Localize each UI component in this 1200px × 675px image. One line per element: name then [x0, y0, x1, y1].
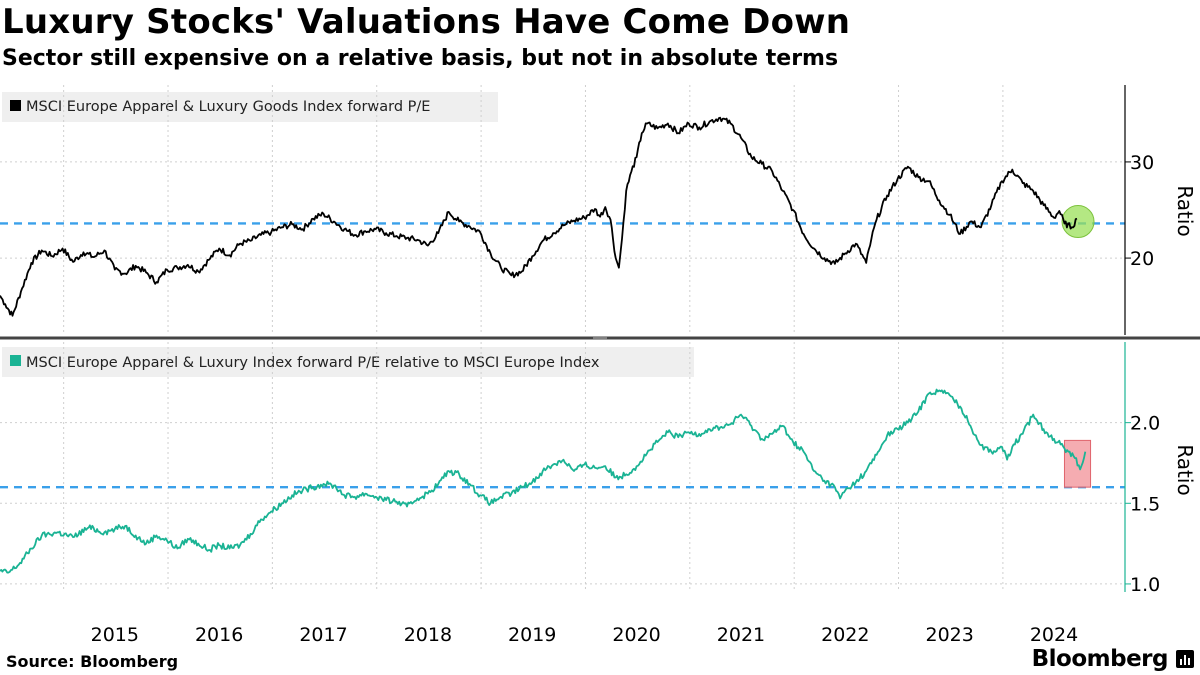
chart-bars-icon — [1176, 650, 1194, 668]
x-tick-label: 2020 — [612, 624, 660, 645]
y-tick-label: 20 — [1130, 248, 1154, 270]
y-axis-title-bottom: Ratio — [1173, 444, 1197, 495]
legend-top-label: MSCI Europe Apparel & Luxury Goods Index… — [26, 99, 430, 115]
x-tick-label: 2021 — [717, 624, 765, 645]
x-tick-label: 2017 — [299, 624, 347, 645]
source-note: Source: Bloomberg — [6, 652, 179, 671]
x-tick-label: 2023 — [925, 624, 973, 645]
legend-bottom-bg — [2, 347, 694, 377]
chart-title: Luxury Stocks' Valuations Have Come Down — [2, 2, 851, 42]
chart-area: MSCI Europe Apparel & Luxury Goods Index… — [0, 85, 1200, 645]
highlight-circle — [1061, 205, 1095, 239]
legend-top-swatch — [10, 100, 21, 111]
legend-bottom-swatch — [10, 355, 21, 366]
x-tick-label: 2022 — [821, 624, 869, 645]
legend-top-bg — [2, 92, 498, 122]
series-line — [0, 388, 1087, 574]
y-tick-label: 1.0 — [1130, 574, 1160, 596]
bloomberg-logo: Bloomberg — [1031, 646, 1169, 672]
x-tick-label: 2024 — [1030, 624, 1078, 645]
y-tick-label: 1.5 — [1130, 493, 1160, 515]
y-tick-label: 30 — [1130, 152, 1154, 174]
x-tick-label: 2018 — [404, 624, 452, 645]
legend-bottom-label: MSCI Europe Apparel & Luxury Index forwa… — [26, 355, 600, 371]
x-tick-label: 2016 — [195, 624, 243, 645]
y-axis-title-top: Ratio — [1173, 185, 1197, 236]
x-tick-label: 2015 — [91, 624, 139, 645]
series-line — [0, 116, 1078, 317]
x-tick-label: 2019 — [508, 624, 556, 645]
chart-subtitle: Sector still expensive on a relative bas… — [2, 46, 839, 71]
y-tick-label: 2.0 — [1130, 413, 1160, 435]
